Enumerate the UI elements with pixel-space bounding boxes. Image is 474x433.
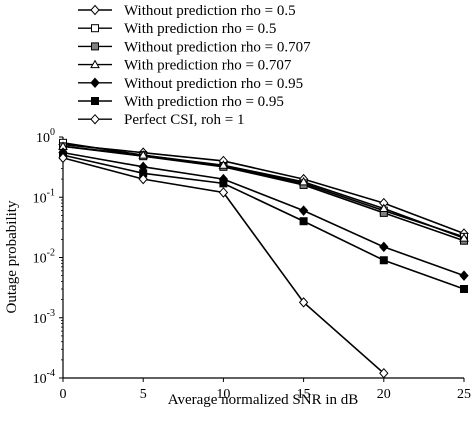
data-point xyxy=(379,256,388,265)
series-2 xyxy=(59,138,468,241)
series-4 xyxy=(58,141,469,242)
legend-marker xyxy=(90,4,100,16)
legend-label: With prediction rho = 0.707 xyxy=(124,58,292,74)
series-3 xyxy=(59,142,468,245)
data-point xyxy=(298,297,309,308)
data-point xyxy=(378,203,389,213)
legend-label: With prediction rho = 0.5 xyxy=(124,21,276,37)
y-ticks: 100 10-1 10-2 10-3 10-4 xyxy=(33,127,63,387)
legend-entry: Without prediction rho = 0.707 xyxy=(78,39,311,55)
legend-entry: With prediction rho = 0.95 xyxy=(78,94,284,110)
y-tick-label: 10-4 xyxy=(33,368,55,387)
series-1 xyxy=(58,139,469,239)
legend-marker xyxy=(91,42,99,51)
x-tick-label: 20 xyxy=(377,387,391,402)
legend-marker xyxy=(90,113,100,125)
series-layer xyxy=(58,138,469,379)
x-tick-label: 10 xyxy=(216,387,230,402)
data-point xyxy=(299,217,308,226)
x-tick-label: 5 xyxy=(140,387,147,402)
x-tick-label: 15 xyxy=(297,387,311,402)
legend-marker xyxy=(90,59,100,69)
x-axis-label: Average normalized SNR in dB xyxy=(168,392,359,408)
data-point xyxy=(298,176,309,186)
y-axis-label: Outage probability xyxy=(4,200,20,313)
y-tick-label: 100 xyxy=(36,127,55,146)
data-point xyxy=(298,205,309,216)
legend-entry: Without prediction rho = 0.5 xyxy=(78,3,296,19)
series-line xyxy=(62,145,465,239)
legend-label: Without prediction rho = 0.5 xyxy=(124,3,296,19)
legend-entry: With prediction rho = 0.5 xyxy=(78,21,276,37)
data-point xyxy=(218,187,229,198)
data-point xyxy=(138,173,148,185)
legend-marker xyxy=(91,24,99,33)
legend-entry: Perfect CSI, roh = 1 xyxy=(78,112,245,128)
x-tick-label: 25 xyxy=(457,387,471,402)
series-line xyxy=(62,154,465,290)
legend-label: Without prediction rho = 0.707 xyxy=(124,39,311,55)
data-point xyxy=(459,270,469,281)
legend-marker xyxy=(90,77,100,89)
data-point xyxy=(379,241,389,253)
series-line xyxy=(62,143,465,235)
data-point xyxy=(460,285,468,294)
data-point xyxy=(219,179,228,188)
data-point xyxy=(138,150,149,159)
y-tick-label: 10-2 xyxy=(33,248,55,267)
series-line xyxy=(62,151,465,277)
legend-entry: With prediction rho = 0.707 xyxy=(78,58,292,74)
legend-label: Without prediction rho = 0.95 xyxy=(124,76,303,92)
legend-label: With prediction rho = 0.95 xyxy=(124,94,284,110)
series-7 xyxy=(58,152,389,379)
y-tick-label: 10-3 xyxy=(33,308,55,327)
x-tick-label: 0 xyxy=(60,387,67,402)
data-point xyxy=(459,233,469,242)
data-point xyxy=(58,152,68,164)
series-line xyxy=(62,145,465,242)
series-line xyxy=(62,142,465,238)
x-ticks: 0 5 10 15 20 25 xyxy=(60,378,471,402)
y-tick-label: 10-1 xyxy=(33,187,55,206)
plot-area: 0 5 10 15 20 25 100 10-1 10-2 10-3 10-4 xyxy=(33,127,471,402)
legend-marker xyxy=(91,97,99,105)
legend: Without prediction rho = 0.5 With predict… xyxy=(78,3,311,128)
data-point xyxy=(218,160,229,169)
data-point xyxy=(379,367,389,379)
legend-label: Perfect CSI, roh = 1 xyxy=(124,112,245,128)
legend-entry: Without prediction rho = 0.95 xyxy=(78,76,303,92)
